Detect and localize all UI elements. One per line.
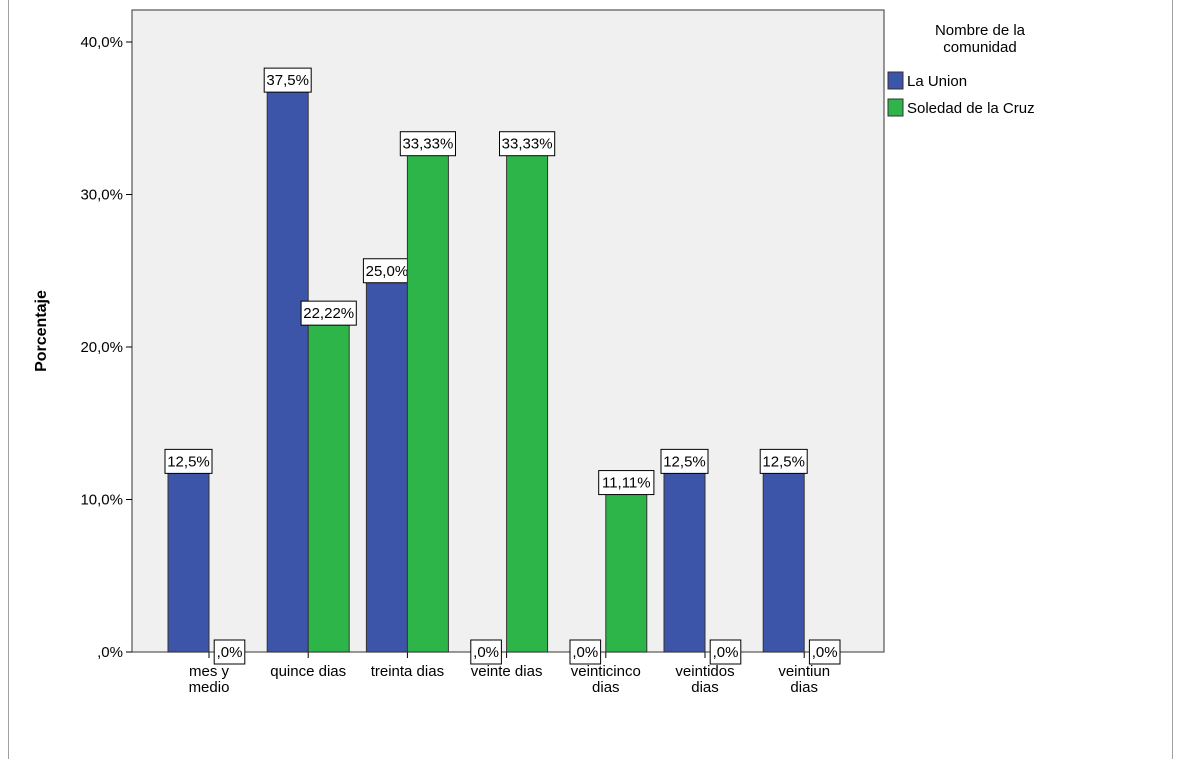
- bar-la-union: [266, 79, 309, 653]
- x-tick-label: dias: [592, 679, 620, 696]
- data-label-box: [759, 448, 808, 474]
- data-label-box: [808, 639, 841, 665]
- y-axis-title: Porcentaje: [33, 290, 50, 372]
- bar-soledad-de-la-cruz: [307, 312, 350, 653]
- data-label: ,0%: [812, 644, 838, 661]
- data-label: ,0%: [217, 644, 243, 661]
- data-label-box: [499, 131, 556, 157]
- x-tick-label: veintidos: [675, 663, 734, 680]
- chart-frame: [8, 0, 1173, 759]
- y-tick-label: 30,0%: [80, 187, 123, 204]
- data-label: 12,5%: [663, 453, 706, 470]
- bar-la-union: [365, 270, 408, 653]
- legend-swatch: [887, 98, 904, 117]
- y-tick-label: 10,0%: [80, 492, 123, 509]
- data-label: ,0%: [473, 644, 499, 661]
- data-label-box: [213, 639, 246, 665]
- y-tick-label: 40,0%: [80, 34, 123, 51]
- bar-soledad-de-la-cruz: [406, 143, 449, 653]
- data-label: 33,33%: [402, 136, 453, 153]
- data-label-box: [709, 639, 742, 665]
- x-tick-label: treinta dias: [371, 663, 444, 680]
- data-label-box: [660, 448, 709, 474]
- data-label-box: [598, 470, 655, 496]
- x-tick-label: dias: [790, 679, 818, 696]
- legend-label: Soledad de la Cruz: [907, 100, 1035, 117]
- bar-soledad-de-la-cruz: [506, 143, 549, 653]
- bar-la-union: [167, 460, 210, 653]
- x-tick-label: dias: [691, 679, 719, 696]
- x-tick-label: veintiun: [778, 663, 830, 680]
- x-tick-label: medio: [189, 679, 230, 696]
- data-label: ,0%: [713, 644, 739, 661]
- data-label-box: [263, 67, 312, 93]
- legend-title: comunidad: [943, 39, 1016, 56]
- data-label: 25,0%: [366, 263, 409, 280]
- data-label-box: [470, 639, 502, 665]
- data-label: ,0%: [572, 644, 598, 661]
- bar-la-union: [663, 460, 706, 653]
- data-label-box: [362, 258, 411, 284]
- data-label: 22,22%: [303, 305, 354, 322]
- bar-la-union: [762, 460, 805, 653]
- x-tick-label: veinte dias: [471, 663, 543, 680]
- y-tick-label: 20,0%: [80, 339, 123, 356]
- data-label: 12,5%: [762, 453, 805, 470]
- data-label-box: [569, 639, 602, 665]
- data-label-box: [300, 300, 357, 326]
- data-label-box: [399, 131, 456, 157]
- legend-swatch: [887, 71, 904, 90]
- x-tick-label: veinticinco: [571, 663, 641, 680]
- legend-label: La Union: [907, 73, 967, 90]
- data-label-box: [164, 448, 213, 474]
- data-label: 12,5%: [167, 453, 210, 470]
- data-label: 37,5%: [266, 72, 309, 89]
- data-label: 11,11%: [602, 475, 651, 492]
- bar-soledad-de-la-cruz: [605, 482, 648, 653]
- x-tick-label: mes y: [189, 663, 230, 680]
- y-tick-label: ,0%: [97, 644, 123, 661]
- data-label: 33,33%: [502, 136, 553, 153]
- x-tick-label: quince dias: [270, 663, 346, 680]
- legend-title: Nombre de la: [935, 22, 1026, 39]
